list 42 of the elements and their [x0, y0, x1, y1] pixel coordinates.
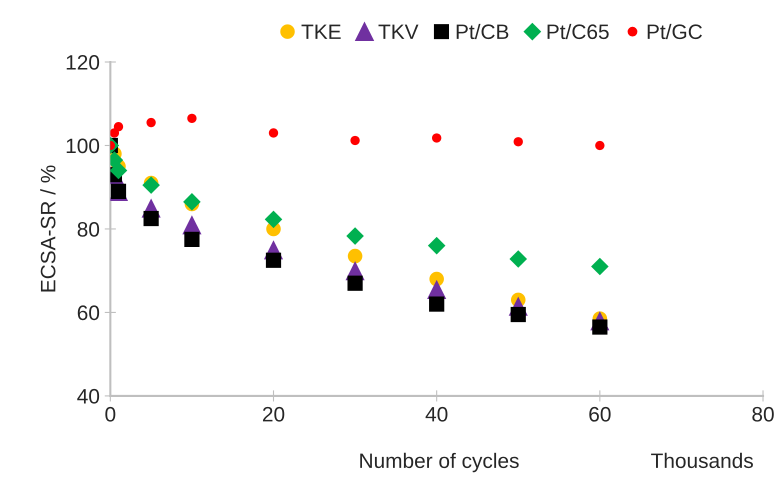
- x-tick-label: 80: [752, 406, 774, 422]
- point: [348, 248, 362, 264]
- x-tick-label: 40: [426, 406, 448, 422]
- y-tick-label: 60: [78, 305, 100, 320]
- point: [595, 140, 605, 150]
- point: [110, 128, 120, 138]
- legend-label: TKE: [302, 24, 341, 39]
- point: [142, 176, 160, 194]
- point: [510, 306, 526, 322]
- legend-label: Pt/CB: [456, 24, 508, 40]
- point: [509, 250, 528, 268]
- point: [428, 236, 446, 254]
- point: [268, 128, 278, 138]
- point: [350, 136, 360, 146]
- point: [591, 258, 609, 276]
- point: [110, 162, 128, 180]
- point: [183, 193, 201, 211]
- y-tick-label: 100: [66, 138, 100, 154]
- y-tick-label: 120: [66, 55, 100, 70]
- point: [266, 252, 282, 268]
- x-tick-label: 0: [105, 406, 116, 422]
- legend-label: Pt/C65: [548, 24, 609, 40]
- point: [514, 137, 523, 146]
- point: [144, 210, 159, 226]
- point: [346, 227, 364, 245]
- point: [184, 232, 200, 247]
- y-tick-label: 80: [78, 222, 100, 237]
- point: [146, 118, 156, 128]
- x-tick-label: 20: [262, 406, 284, 422]
- point: [347, 276, 363, 291]
- point: [432, 133, 442, 143]
- x-tick-label: 60: [589, 406, 611, 422]
- point: [429, 296, 444, 312]
- point: [187, 114, 197, 124]
- x-axis-title: Number of cycles: [360, 452, 519, 472]
- point: [114, 122, 124, 132]
- y-tick-label: 40: [77, 388, 100, 404]
- y-axis-title: ECSA-SR / %: [40, 165, 56, 292]
- legend-label: TKV: [378, 24, 418, 39]
- text: Thousands: [651, 452, 753, 468]
- legend-label: Pt/GC: [648, 24, 702, 40]
- point: [264, 210, 282, 228]
